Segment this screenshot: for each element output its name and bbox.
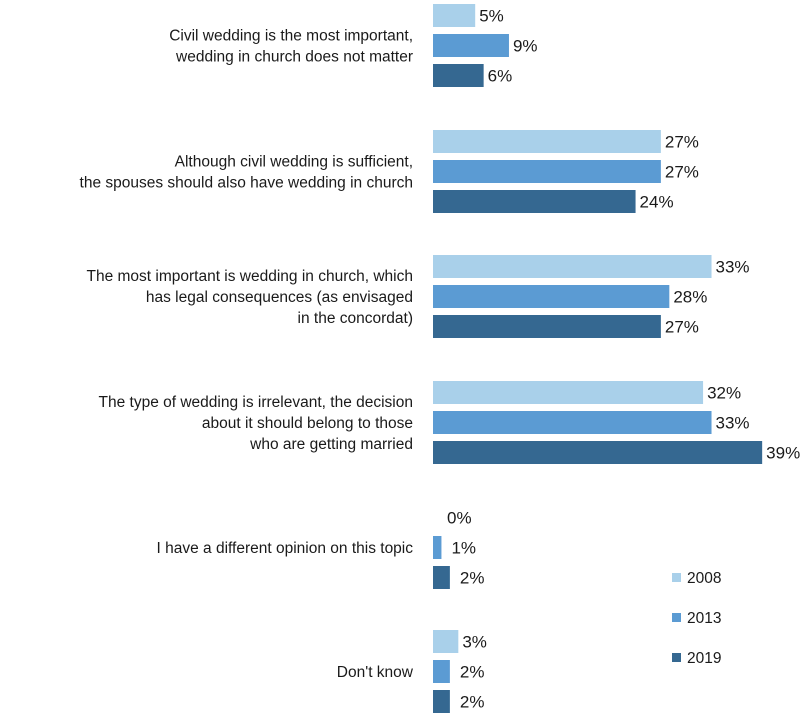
value-label-2019-6: 2% (460, 693, 485, 712)
value-label-2013-3: 28% (673, 288, 707, 307)
value-label-2013-6: 2% (460, 663, 485, 682)
category-label-line: The type of wedding is irrelevant, the d… (99, 394, 413, 411)
value-label-2013-2: 27% (665, 163, 699, 182)
category-label-line: I have a different opinion on this topic (157, 540, 414, 557)
category-label-line: has legal consequences (as envisaged (146, 289, 413, 306)
value-label-2008-2: 27% (665, 133, 699, 152)
bar-2019-1 (433, 64, 484, 87)
category-label-line: Don't know (337, 664, 414, 681)
legend-label-2008: 2008 (687, 570, 721, 587)
category-label-5: I have a different opinion on this topic (157, 540, 414, 557)
bar-2013-2 (433, 160, 661, 183)
value-label-2008-5: 0% (447, 509, 472, 528)
category-label-line: Although civil wedding is sufficient, (175, 154, 413, 171)
bar-2019-4 (433, 441, 763, 464)
value-label-2008-4: 32% (707, 384, 741, 403)
category-label-3: The most important is wedding in church,… (86, 268, 413, 327)
category-label-4: The type of wedding is irrelevant, the d… (99, 394, 413, 453)
bar-2019-2 (433, 190, 636, 213)
legend: 2008 2013 2019 (672, 570, 721, 667)
value-label-2013-4: 33% (716, 414, 750, 433)
value-label-2019-1: 6% (488, 67, 513, 86)
bar-2013-3 (433, 285, 670, 308)
value-label-2013-1: 9% (513, 37, 538, 56)
legend-label-2013: 2013 (687, 610, 721, 627)
bar-2019-5 (433, 566, 450, 589)
value-label-2019-4: 39% (766, 444, 800, 463)
bar-2008-2 (433, 130, 661, 153)
bar-2008-3 (433, 255, 712, 278)
bar-2013-4 (433, 411, 712, 434)
bar-2013-1 (433, 34, 509, 57)
bars (433, 4, 763, 713)
category-label-line: in the concordat) (298, 310, 413, 327)
category-label-2: Although civil wedding is sufficient, the… (80, 154, 413, 192)
value-label-2019-2: 24% (640, 193, 674, 212)
value-label-2008-3: 33% (716, 258, 750, 277)
bar-2013-5 (433, 536, 442, 559)
category-labels: Civil wedding is the most important, wedd… (80, 28, 414, 682)
bar-2008-4 (433, 381, 704, 404)
category-label-line: who are getting married (249, 436, 413, 453)
bar-2019-3 (433, 315, 661, 338)
category-label-6: Don't know (337, 664, 414, 681)
bar-2008-6 (433, 630, 459, 653)
legend-swatch-2013 (672, 613, 681, 622)
value-label-2008-6: 3% (462, 633, 487, 652)
category-label-line: The most important is wedding in church,… (86, 268, 413, 285)
bar-2019-6 (433, 690, 450, 713)
category-label-line: the spouses should also have wedding in … (80, 175, 413, 192)
value-label-2013-5: 1% (451, 539, 476, 558)
value-label-2008-1: 5% (479, 7, 504, 26)
value-label-2019-5: 2% (460, 569, 485, 588)
category-label-line: wedding in church does not matter (175, 49, 413, 66)
legend-swatch-2008 (672, 573, 681, 582)
bar-2008-1 (433, 4, 476, 27)
legend-label-2019: 2019 (687, 650, 721, 667)
category-label-line: about it should belong to those (202, 415, 413, 432)
category-label-line: Civil wedding is the most important, (169, 28, 413, 45)
bar-2013-6 (433, 660, 450, 683)
value-labels: 5% 9%6% 27% 27% 24% 33% 28% 27% 32% 33% 39% 0% 1% 2% 3… (447, 7, 800, 712)
category-label-1: Civil wedding is the most important, wedd… (169, 28, 413, 66)
value-label-2019-3: 27% (665, 318, 699, 337)
legend-swatch-2019 (672, 653, 681, 662)
